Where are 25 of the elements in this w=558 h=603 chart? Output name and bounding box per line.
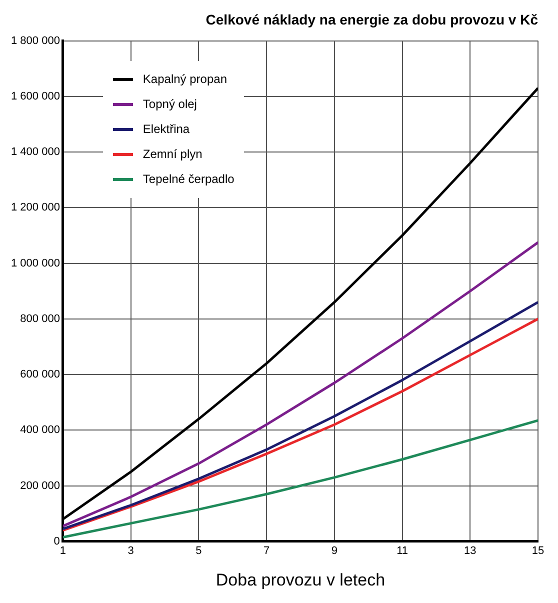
x-tick-label: 5 <box>196 545 202 558</box>
y-tick-label: 600 000 <box>20 368 60 381</box>
y-tick-label: 400 000 <box>20 424 60 436</box>
x-tick-label: 3 <box>128 545 134 558</box>
y-tick-label: 1 400 000 <box>11 146 60 158</box>
x-tick-label: 7 <box>263 545 270 558</box>
y-tick-label: 200 000 <box>20 480 60 492</box>
x-tick-label: 11 <box>396 545 408 558</box>
legend-label: Elektřina <box>142 122 190 136</box>
legend-label: Topný olej <box>142 97 197 112</box>
y-tick-label: 800 000 <box>20 312 60 325</box>
y-tick-label: 1 600 000 <box>11 90 60 102</box>
legend-label: Zemní plyn <box>142 147 202 162</box>
x-tick-label: 13 <box>464 545 476 558</box>
x-tick-label: 9 <box>331 545 338 558</box>
x-tick-label: 15 <box>532 545 544 558</box>
x-axis-title: Doba provozu v letech <box>216 570 386 590</box>
chart-title: Celkové náklady na energie za dobu provozu v Kč <box>206 11 538 28</box>
x-tick-label: 1 <box>60 545 66 558</box>
y-tick-label: 1 000 000 <box>11 257 60 270</box>
y-tick-label: 0 <box>54 535 60 548</box>
y-tick-label: 1 200 000 <box>11 202 60 214</box>
y-tick-label: 1 800 000 <box>11 34 60 47</box>
legend-label: Tepelné čerpadlo <box>142 172 234 186</box>
legend-label: Kapalný propan <box>142 72 227 86</box>
